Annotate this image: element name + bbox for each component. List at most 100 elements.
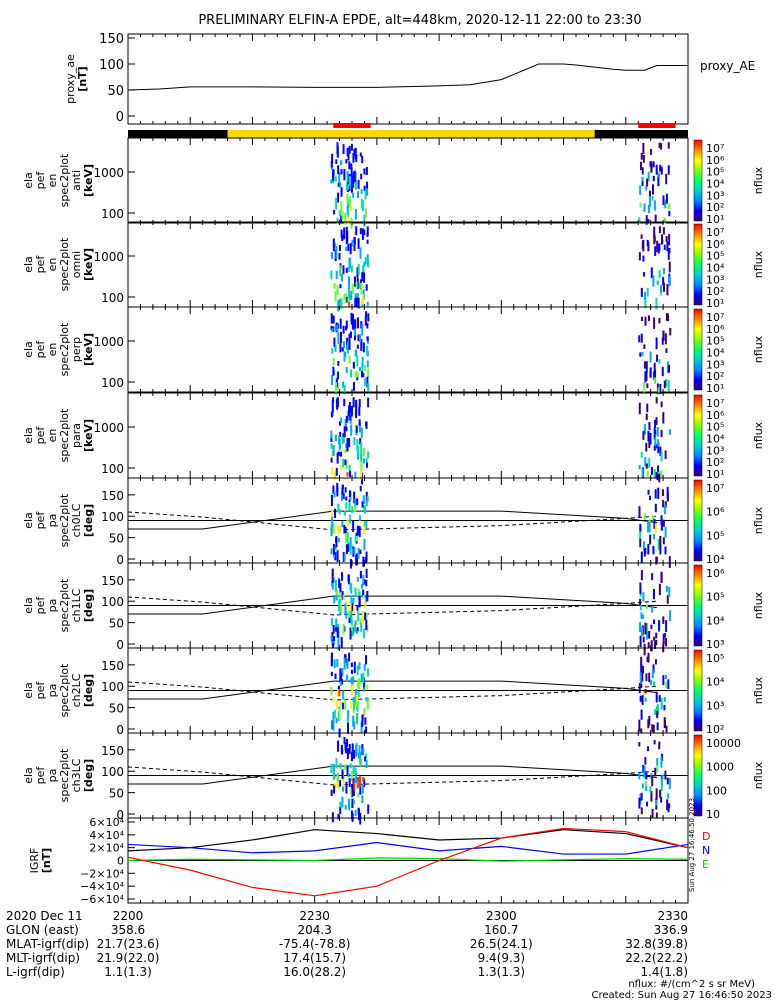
colorbar-tick: 10⁵ (706, 335, 724, 348)
spec-pixel (664, 633, 667, 638)
loss-cone-line (128, 595, 657, 615)
spec-pixel (639, 635, 642, 648)
spec-pixel (360, 427, 363, 438)
spec-pixel (643, 344, 646, 349)
spec-pixel (332, 763, 335, 774)
spec-ytick: 0 (116, 638, 124, 652)
colorbar-tick: 10³ (706, 273, 724, 286)
spec-pixel (333, 709, 336, 719)
spec-pixel (353, 149, 356, 157)
spec-pixel (365, 499, 368, 507)
spec-pixel (640, 728, 643, 733)
spec-ylabel-0: ela (22, 512, 35, 529)
spec-pixel (330, 789, 333, 796)
spec-pixel (344, 351, 347, 358)
spec-pixel (650, 679, 653, 685)
spec-pixel (342, 623, 345, 635)
eph-value: 2330 (657, 909, 688, 923)
spec-pixel (339, 331, 342, 344)
spec-pixel (332, 357, 335, 366)
eph-value: 336.9 (654, 923, 688, 937)
spec-pixel (641, 695, 644, 705)
spec-pixel (353, 245, 356, 251)
spec-pixel (668, 210, 671, 217)
spec-pixel (359, 438, 362, 445)
spec-pixel (641, 783, 644, 789)
spec-pixel (662, 195, 665, 206)
spec-pixel (331, 568, 334, 576)
spec-pixel (337, 382, 340, 391)
proxy-ae-ytick: 50 (107, 84, 124, 99)
spec-pixel (360, 370, 363, 378)
spec-pixel (348, 257, 351, 270)
spec-pixel (641, 468, 644, 477)
colorbar-tick: 1000 (706, 761, 734, 774)
colorbar-tick: 10⁶ (706, 323, 725, 336)
spec-pixel (356, 605, 359, 611)
spec-pixel (640, 153, 643, 160)
spec-pixel (640, 656, 643, 668)
spec-pixel (653, 445, 656, 451)
colorbar-tick: 10¹ (706, 382, 724, 395)
spec-pixel (358, 678, 361, 689)
spec-pixel (657, 487, 660, 499)
spec-pixel (344, 213, 347, 225)
spec-pixel (664, 217, 667, 224)
spec-pixel (350, 369, 353, 378)
spec-pixel (350, 678, 353, 684)
spec-pixel (359, 570, 362, 579)
spec-pixel (362, 611, 365, 623)
spec-pixel (361, 356, 364, 368)
spec-pixel (666, 777, 669, 785)
spec-pixel (330, 457, 333, 463)
spec-pixel (650, 791, 653, 802)
spec-pixel (354, 620, 357, 626)
spec-pixel (353, 328, 356, 336)
spec-pixel (339, 780, 342, 787)
spec-pixel (640, 287, 643, 297)
spec-pixel (331, 720, 334, 730)
orbit-bar-red (638, 123, 676, 128)
spec-pixel (666, 241, 669, 252)
spec-pixel (638, 217, 641, 224)
spec-pixel (330, 160, 333, 168)
spec-pixel (363, 261, 366, 267)
spec-pixel (336, 397, 339, 408)
eph-value: 32.8(39.8) (625, 937, 688, 951)
spec-pixel (344, 527, 347, 534)
spec-pixel (341, 796, 344, 808)
spec-pixel (348, 405, 351, 417)
spec-pixel (361, 294, 364, 305)
spec-pixel (652, 275, 655, 287)
spec-pixel (359, 618, 362, 626)
eph-value: 204.3 (297, 923, 331, 937)
spec-pixel (342, 786, 345, 792)
spec-pixel (364, 717, 367, 725)
spec-pixel (355, 409, 358, 418)
spec-pixel (352, 192, 355, 198)
spec-pixel (642, 430, 645, 440)
spec-pixel (347, 216, 350, 224)
spec-pixel (647, 746, 650, 752)
spec-pixel (348, 743, 351, 749)
spec-pixel (343, 293, 346, 300)
spec-pixel (330, 430, 333, 439)
eph-value: 1.4(1.8) (640, 965, 688, 979)
spec-pixel (661, 489, 664, 496)
spec-pixel (645, 604, 648, 609)
spec-pixel (358, 398, 361, 408)
spec-pixel (346, 437, 349, 447)
spec-pixel (348, 610, 351, 618)
spec-ytick: 150 (101, 744, 124, 758)
spec-pixel (351, 630, 354, 637)
spec-pixel (351, 813, 354, 822)
spec-pixel (662, 633, 665, 645)
spec-pixel (366, 239, 369, 244)
spec-pixel (345, 320, 348, 329)
spec-pixel (344, 764, 347, 771)
spec-pixel (361, 584, 364, 589)
spec-pixel (647, 520, 650, 533)
spec-pixel (660, 166, 663, 175)
spec-pixel (642, 142, 645, 154)
